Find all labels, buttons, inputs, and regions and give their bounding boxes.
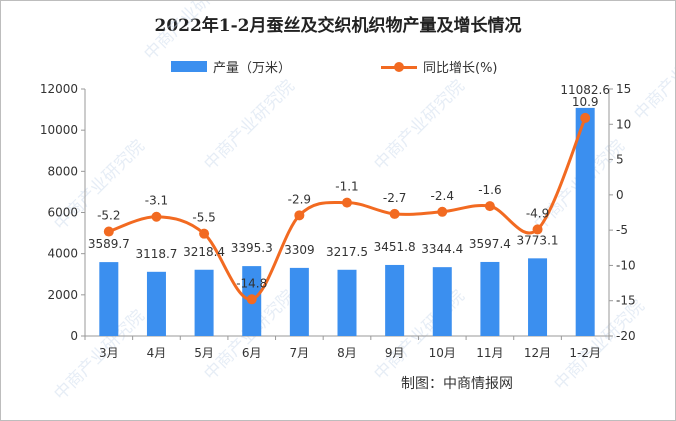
x-tick-label: 4月 (147, 346, 167, 360)
x-tick-label: 9月 (385, 346, 405, 360)
y-right-tick-label: 5 (616, 153, 624, 167)
watermark-text-3: 中商产业研究院 (200, 76, 298, 174)
growth-value-label: -1.1 (335, 180, 358, 194)
x-tick-label: 1-2月 (569, 346, 601, 360)
y-left-tick-label: 2000 (47, 288, 78, 302)
x-tick-label: 6月 (242, 346, 262, 360)
y-right-tick-label: 10 (616, 117, 631, 131)
y-left-tick-label: 12000 (40, 82, 78, 96)
growth-value-label: -3.1 (145, 194, 168, 208)
bar-value-label: 3395.3 (231, 241, 273, 255)
x-tick-label: 5月 (194, 346, 214, 360)
chart-title: 2022年1-2月蚕丝及交织机织物产量及增长情况 (154, 16, 522, 36)
legend-item-production: 产量（万米） (171, 57, 291, 76)
growth-point (580, 112, 591, 123)
y-left-tick-label: 0 (70, 329, 78, 343)
growth-point (437, 206, 448, 217)
bar-value-label: 3597.4 (469, 237, 511, 251)
growth-value-label: -2.4 (431, 189, 454, 203)
y-right-tick-label: 0 (616, 188, 624, 202)
y-right-tick-label: 15 (616, 82, 631, 96)
bar-value-label: 3589.7 (88, 237, 130, 251)
source-note: 制图：中商情报网 (401, 376, 513, 392)
legend-line-swatch (381, 61, 417, 73)
y-right-tick-label: -15 (616, 294, 636, 308)
bar (575, 107, 595, 336)
bar (480, 261, 500, 336)
legend-item-growth: 同比增长(%) (381, 57, 498, 76)
growth-value-label: 10.9 (572, 95, 599, 109)
growth-point (294, 210, 305, 221)
bar-value-label: 3773.1 (517, 233, 559, 247)
bar (432, 267, 452, 336)
y-left-tick-label: 8000 (47, 164, 78, 178)
growth-value-label: -1.6 (478, 183, 501, 197)
y-left-tick-label: 4000 (47, 247, 78, 261)
bar-value-label: 3217.5 (326, 245, 368, 259)
growth-point (484, 201, 495, 212)
x-tick-label: 12月 (524, 346, 551, 360)
bar-value-label: 3451.8 (374, 240, 416, 254)
bar-value-label: 3218.4 (183, 245, 225, 259)
bar-value-label: 11082.6 (560, 83, 610, 97)
y-right-tick-label: -10 (616, 258, 636, 272)
growth-point (532, 224, 543, 235)
bar (385, 264, 405, 336)
growth-point (389, 208, 400, 219)
bar (528, 258, 548, 336)
legend-bar-swatch (171, 61, 207, 72)
bar (99, 262, 119, 336)
y-left-tick-label: 6000 (47, 206, 78, 220)
y-right-tick-label: -20 (616, 329, 636, 343)
growth-value-label: -4.9 (526, 206, 549, 220)
growth-value-label: -2.9 (288, 192, 311, 206)
growth-value-label: -5.2 (97, 209, 120, 223)
y-right-tick-label: -5 (616, 223, 628, 237)
growth-value-label: -14.8 (236, 276, 267, 290)
bar-value-label: 3344.4 (421, 242, 463, 256)
growth-point (246, 294, 257, 305)
bar (146, 271, 166, 336)
y-left-tick-label: 10000 (40, 123, 78, 137)
x-tick-label: 7月 (290, 346, 310, 360)
x-tick-label: 10月 (429, 346, 456, 360)
growth-value-label: -5.5 (192, 211, 215, 225)
bar-value-label: 3309 (284, 243, 315, 257)
growth-value-label: -2.7 (383, 191, 406, 205)
legend-label-production: 产量（万米） (213, 61, 292, 76)
bar (337, 269, 357, 336)
growth-point (199, 228, 210, 239)
bar (194, 269, 214, 336)
growth-point (342, 197, 352, 208)
watermark-text-8: 中商产业研究院 (630, 26, 675, 124)
x-tick-label: 11月 (476, 346, 503, 360)
bar-value-label: 3118.7 (135, 247, 177, 261)
growth-point (103, 226, 114, 237)
x-tick-label: 3月 (99, 346, 119, 360)
legend-label-growth: 同比增长(%) (423, 61, 498, 76)
watermark-text-5: 中商产业研究院 (370, 76, 468, 174)
x-tick-label: 8月 (337, 346, 357, 360)
bar (289, 267, 309, 336)
watermark-text-9: 中商产业研究院 (140, 1, 238, 65)
growth-point (151, 211, 162, 222)
